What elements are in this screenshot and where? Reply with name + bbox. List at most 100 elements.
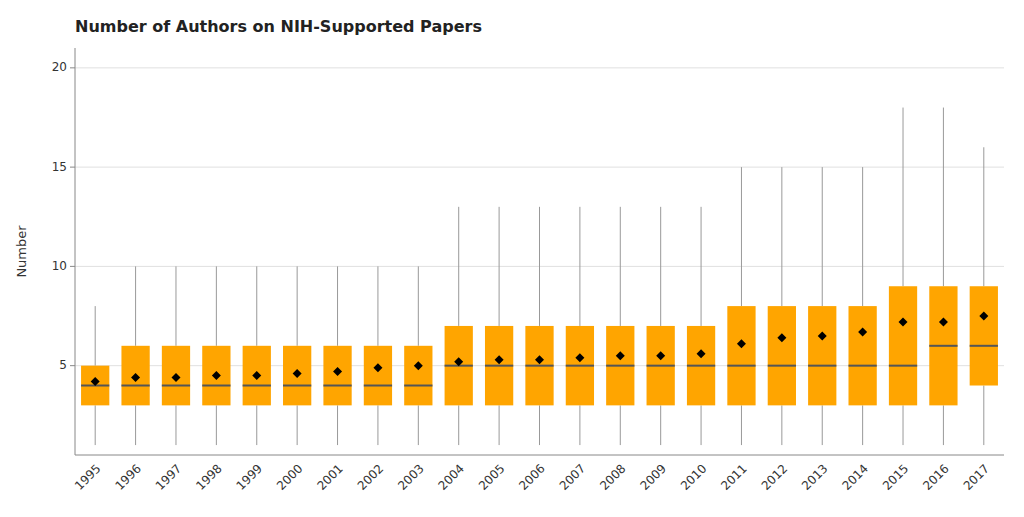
lower-whisker — [297, 405, 298, 445]
y-axis-label: Number — [14, 225, 29, 278]
x-tick-label: 2004 — [436, 461, 467, 492]
median — [687, 365, 715, 367]
median — [364, 385, 392, 387]
median — [808, 365, 836, 367]
box-group — [889, 108, 917, 446]
upper-whisker — [943, 108, 944, 287]
upper-whisker — [781, 167, 782, 306]
mean-marker — [252, 371, 261, 380]
x-tick-label: 1995 — [72, 461, 103, 492]
box — [848, 306, 876, 405]
box — [525, 326, 553, 405]
x-tick-label: 1996 — [112, 461, 143, 492]
box-group — [606, 207, 634, 445]
mean-marker — [373, 363, 382, 372]
x-tick-label: 2015 — [880, 461, 911, 492]
upper-whisker — [256, 266, 257, 345]
x-tick-label: 2017 — [961, 461, 992, 492]
lower-whisker — [499, 405, 500, 445]
mean-marker — [656, 351, 665, 360]
box — [808, 306, 836, 405]
mean-marker — [414, 361, 423, 370]
lower-whisker — [216, 405, 217, 445]
box — [121, 346, 149, 406]
upper-whisker — [741, 167, 742, 306]
x-tick-label: 1998 — [193, 461, 224, 492]
box — [81, 366, 109, 406]
lower-whisker — [418, 405, 419, 445]
upper-whisker — [701, 207, 702, 326]
x-tick-label: 2006 — [516, 461, 547, 492]
median — [283, 385, 311, 387]
mean-marker — [171, 373, 180, 382]
median — [525, 365, 553, 367]
x-tick-label: 2013 — [799, 461, 830, 492]
y-tick-label: 15 — [52, 160, 67, 174]
upper-whisker — [458, 207, 459, 326]
box — [606, 326, 634, 405]
median — [970, 345, 998, 347]
median — [404, 385, 432, 387]
box-group — [727, 167, 755, 445]
median — [566, 365, 594, 367]
box-group — [970, 147, 998, 445]
x-tick-label: 2012 — [759, 461, 790, 492]
x-tick-label: 2005 — [476, 461, 507, 492]
x-tick-label: 2001 — [314, 461, 345, 492]
y-tick-label: 5 — [59, 358, 67, 372]
median — [121, 385, 149, 387]
x-tick-label: 2008 — [597, 461, 628, 492]
box-group — [202, 266, 230, 445]
box-group — [768, 167, 796, 445]
chart: 5101520199519961997199819992000200120022… — [0, 0, 1024, 517]
mean-marker — [212, 371, 221, 380]
lower-whisker — [458, 405, 459, 445]
x-tick-label: 2010 — [678, 461, 709, 492]
x-tick-label: 2007 — [557, 461, 588, 492]
lower-whisker — [95, 405, 96, 445]
box — [364, 346, 392, 406]
x-tick-label: 1999 — [234, 461, 265, 492]
box — [243, 346, 271, 406]
mean-marker — [616, 351, 625, 360]
lower-whisker — [701, 405, 702, 445]
mean-marker — [777, 333, 786, 342]
median — [768, 365, 796, 367]
lower-whisker — [781, 405, 782, 445]
grid-line — [75, 167, 1004, 168]
box-group — [929, 108, 957, 446]
box — [929, 286, 957, 405]
box — [727, 306, 755, 405]
upper-whisker — [862, 167, 863, 306]
mean-marker — [697, 349, 706, 358]
lower-whisker — [741, 405, 742, 445]
title: Number of Authors on NIH-Supported Paper… — [75, 17, 482, 36]
lower-whisker — [660, 405, 661, 445]
y-tick-label: 20 — [52, 60, 67, 74]
box-group — [121, 266, 149, 445]
mean-marker — [858, 327, 867, 336]
box — [687, 326, 715, 405]
upper-whisker — [175, 266, 176, 345]
x-tick-label: 2011 — [718, 461, 749, 492]
box-group — [243, 266, 271, 445]
box — [283, 346, 311, 406]
lower-whisker — [377, 405, 378, 445]
box-group — [848, 167, 876, 445]
box-group — [525, 207, 553, 445]
box — [485, 326, 513, 405]
upper-whisker — [620, 207, 621, 326]
median — [202, 385, 230, 387]
box — [647, 326, 675, 405]
box-group — [687, 207, 715, 445]
lower-whisker — [337, 405, 338, 445]
box — [404, 346, 432, 406]
box-group — [445, 207, 473, 445]
median — [243, 385, 271, 387]
upper-whisker — [216, 266, 217, 345]
upper-whisker — [377, 266, 378, 345]
box — [889, 286, 917, 405]
y-axis-line — [75, 48, 76, 455]
median — [848, 365, 876, 367]
box-group — [81, 306, 109, 445]
